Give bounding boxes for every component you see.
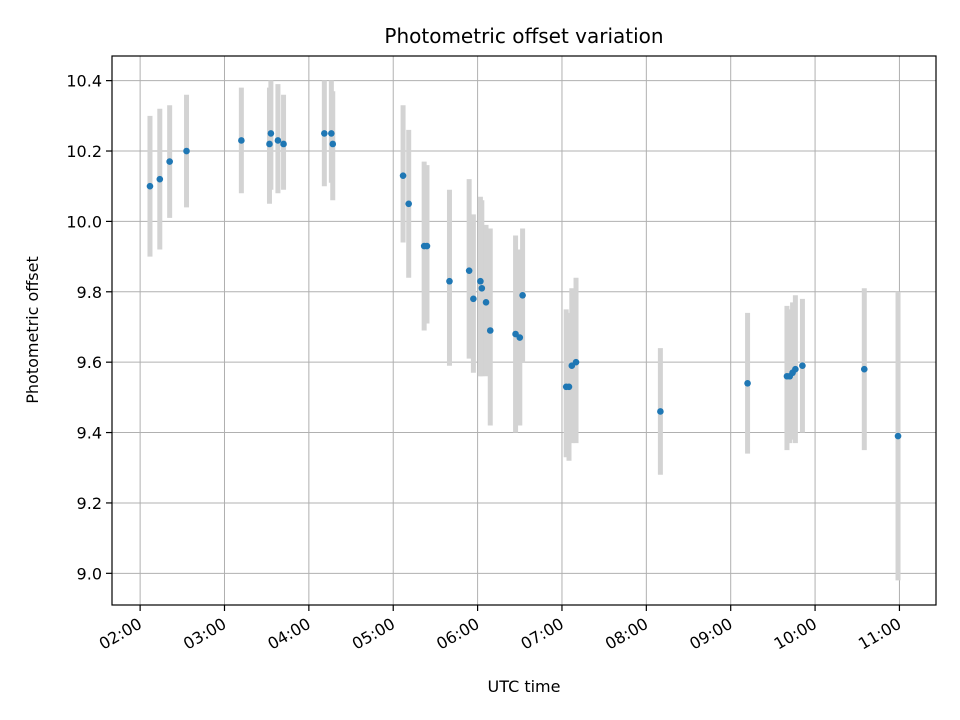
data-point: [465, 267, 473, 274]
data-point: [156, 175, 164, 183]
data-point: [183, 147, 190, 155]
data-points: [146, 130, 902, 440]
data-point: [657, 408, 664, 415]
data-point: [266, 140, 273, 148]
data-point: [565, 383, 573, 391]
x-axis-label: UTC time: [488, 677, 561, 696]
data-point: [238, 137, 245, 144]
y-tick-label: 9.4: [77, 424, 102, 443]
data-point: [486, 327, 494, 334]
data-point: [744, 379, 751, 387]
data-point: [519, 292, 526, 299]
data-point: [446, 277, 453, 285]
data-point: [329, 140, 337, 148]
data-point: [482, 299, 490, 306]
data-point: [321, 130, 328, 137]
data-point: [405, 200, 412, 208]
data-point: [423, 242, 431, 250]
y-tick-label: 10.0: [66, 212, 102, 231]
data-point: [328, 130, 335, 137]
y-tick-label: 9.8: [77, 283, 102, 302]
y-tick-label: 10.4: [66, 72, 102, 91]
chart-title: Photometric offset variation: [384, 24, 663, 48]
y-tick-label: 9.2: [77, 494, 102, 513]
data-point: [792, 365, 799, 373]
data-point: [166, 158, 173, 165]
y-tick-label: 10.2: [66, 142, 102, 161]
data-point: [470, 295, 477, 303]
data-point: [399, 172, 407, 179]
plot-area-frame: [111, 55, 937, 606]
data-point: [516, 334, 524, 341]
data-point: [280, 140, 287, 148]
data-point: [274, 137, 282, 144]
y-tick-label: 9.0: [77, 564, 102, 583]
data-point: [267, 130, 275, 137]
data-point: [894, 432, 902, 440]
data-point: [799, 362, 806, 369]
data-point: [860, 365, 868, 373]
y-axis-label: Photometric offset: [23, 256, 42, 404]
data-point: [477, 277, 484, 285]
y-tick-label: 9.6: [77, 353, 102, 372]
data-point: [572, 358, 580, 366]
y-axis-ticks: 9.0 9.2 9.4 9.6 9.8 10.0 10.2 10.4: [66, 72, 112, 583]
data-point: [478, 284, 486, 292]
data-point: [146, 182, 154, 190]
